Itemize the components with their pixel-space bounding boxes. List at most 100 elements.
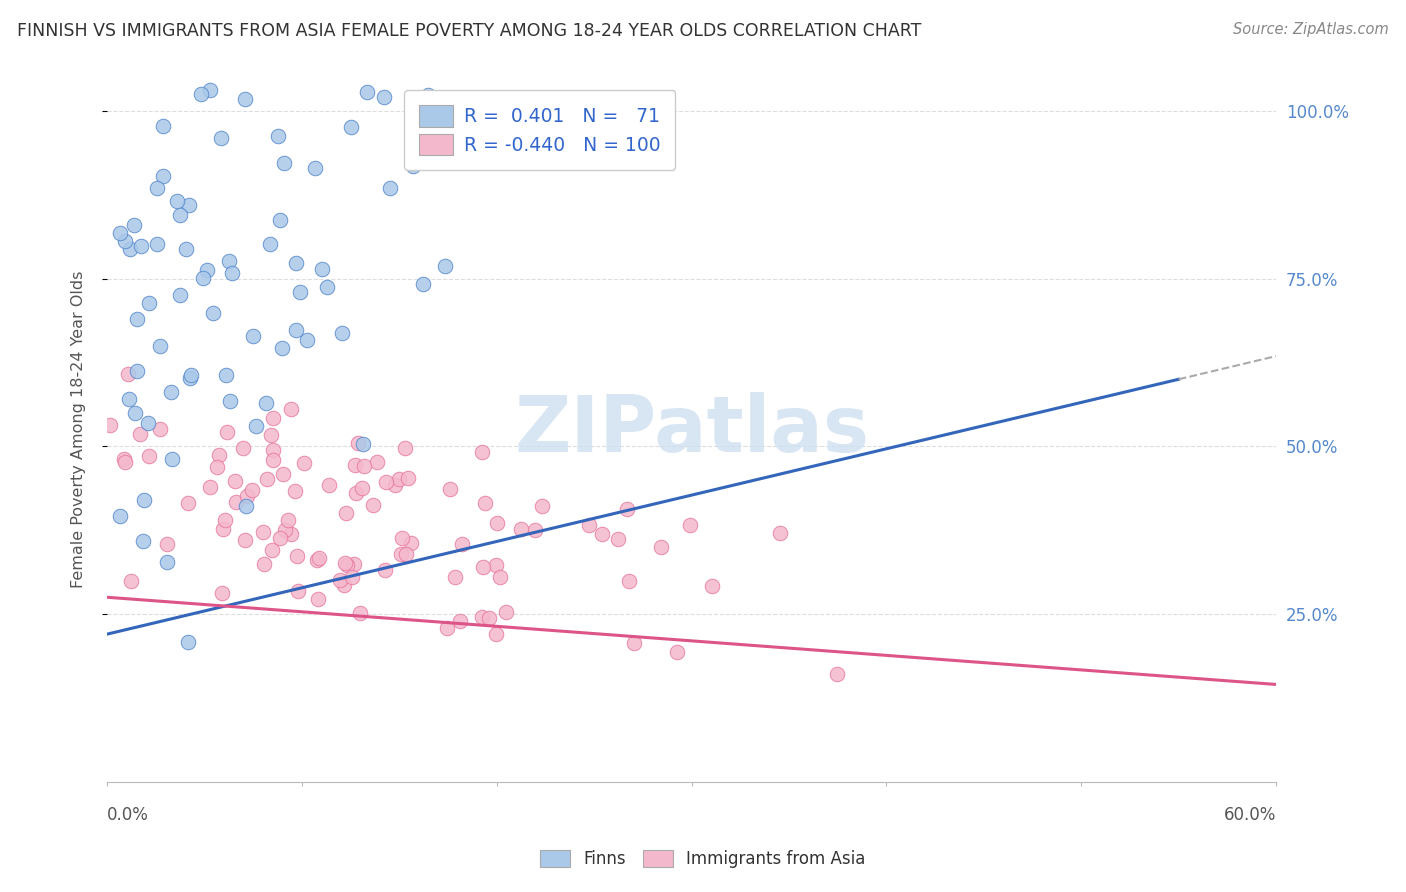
Point <box>138 518 160 533</box>
Point <box>392 391 415 405</box>
Point <box>631 569 654 583</box>
Point <box>134 426 156 441</box>
Point <box>523 632 546 647</box>
Point <box>409 466 432 480</box>
Point <box>555 345 578 359</box>
Point <box>211 600 233 615</box>
Point <box>446 647 468 661</box>
Point <box>143 440 166 454</box>
Point <box>482 575 505 590</box>
Point <box>461 564 484 578</box>
Point <box>318 618 340 632</box>
Point <box>491 347 513 361</box>
Point <box>451 301 474 315</box>
Point <box>686 617 709 632</box>
Point <box>155 571 177 585</box>
Legend: R =  0.401   N =   71, R = -0.440   N = 100: R = 0.401 N = 71, R = -0.440 N = 100 <box>404 90 675 170</box>
Point <box>181 638 204 652</box>
Point <box>295 596 318 610</box>
Point <box>631 672 654 686</box>
Point <box>495 587 517 601</box>
Point <box>343 424 366 438</box>
Point <box>215 521 238 535</box>
Point <box>377 575 399 590</box>
Point <box>381 499 404 513</box>
Point <box>651 640 673 654</box>
Point <box>239 455 262 469</box>
Point <box>707 617 730 632</box>
Point <box>271 537 294 551</box>
Point <box>526 585 548 599</box>
Point <box>181 626 204 640</box>
Point <box>270 450 292 464</box>
Point <box>200 420 222 434</box>
Point <box>321 639 343 653</box>
Point <box>243 591 266 605</box>
Point <box>960 652 983 666</box>
Point <box>156 475 179 490</box>
Point <box>229 344 252 359</box>
Point <box>492 642 515 657</box>
Point <box>785 614 807 628</box>
Point <box>359 620 381 634</box>
Point <box>294 602 316 616</box>
Point <box>399 634 422 648</box>
Point <box>115 608 138 623</box>
Point <box>603 626 626 640</box>
Point <box>508 590 530 604</box>
Point <box>803 620 825 634</box>
Point <box>910 694 932 708</box>
Point <box>127 520 149 534</box>
Point <box>437 607 460 621</box>
Point <box>188 574 211 588</box>
Point <box>349 388 371 402</box>
Point <box>253 578 276 592</box>
Point <box>332 567 354 582</box>
Point <box>262 616 284 631</box>
Point <box>429 648 451 663</box>
Point <box>467 343 489 358</box>
Point <box>477 601 499 615</box>
Point <box>412 589 434 603</box>
Point <box>325 585 347 599</box>
Point <box>887 628 910 642</box>
Point <box>264 611 287 625</box>
Point <box>305 496 328 510</box>
Point <box>651 682 673 697</box>
Point <box>187 531 209 545</box>
Point <box>586 591 609 606</box>
Point <box>333 547 356 561</box>
Point <box>333 574 356 588</box>
Point <box>515 632 537 647</box>
Point <box>302 592 325 607</box>
Point <box>366 492 388 507</box>
Point <box>172 304 194 318</box>
Point <box>266 521 288 535</box>
Point <box>139 485 162 500</box>
Point <box>214 522 236 536</box>
Point <box>364 593 387 607</box>
Point <box>347 582 370 597</box>
Point <box>454 563 477 577</box>
Text: ZIPatlas: ZIPatlas <box>515 392 869 467</box>
Point <box>841 648 863 663</box>
Point <box>928 615 950 629</box>
Point <box>516 623 538 637</box>
Point <box>633 640 655 655</box>
Point <box>547 463 569 477</box>
Point <box>278 586 301 600</box>
Text: 60.0%: 60.0% <box>1223 806 1277 824</box>
Point <box>665 668 688 682</box>
Point <box>208 442 231 456</box>
Point <box>434 651 457 665</box>
Point <box>457 669 479 683</box>
Point <box>195 412 218 426</box>
Point <box>121 574 143 589</box>
Legend: Finns, Immigrants from Asia: Finns, Immigrants from Asia <box>534 843 872 875</box>
Point <box>201 470 224 484</box>
Text: FINNISH VS IMMIGRANTS FROM ASIA FEMALE POVERTY AMONG 18-24 YEAR OLDS CORRELATION: FINNISH VS IMMIGRANTS FROM ASIA FEMALE P… <box>17 22 921 40</box>
Point <box>292 348 315 362</box>
Point <box>148 599 170 613</box>
Point <box>350 617 373 632</box>
Point <box>233 460 256 475</box>
